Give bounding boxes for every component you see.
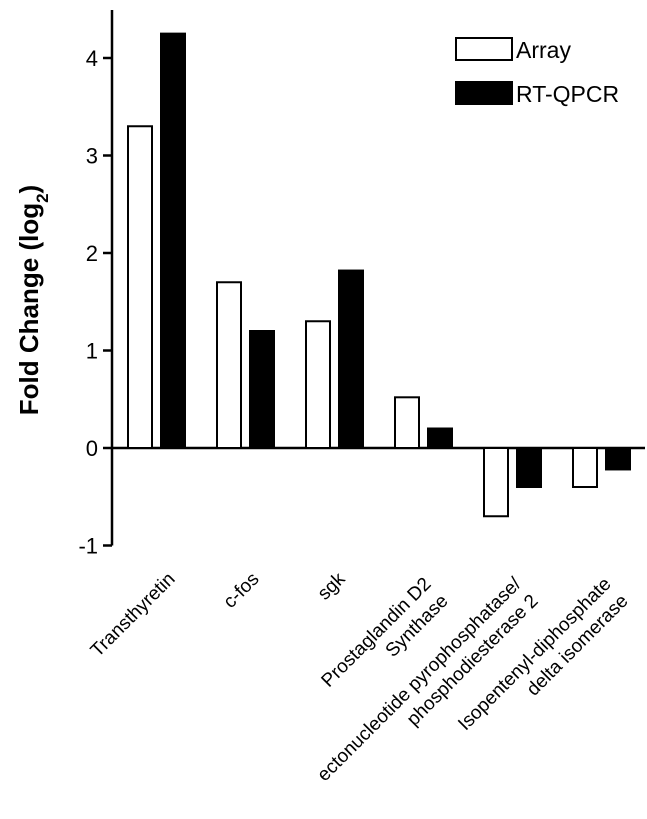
bar-array [305, 320, 331, 449]
y-axis-title-main: Fold Change (log [14, 203, 44, 415]
category-label: c-fos [220, 569, 264, 613]
bar-array [572, 447, 598, 488]
y-tick-label: 1 [86, 339, 98, 364]
legend-label-rt-qpcr: RT-QPCR [516, 81, 619, 107]
y-axis-title-close: ) [14, 185, 44, 194]
y-tick-label: 0 [86, 436, 98, 461]
y-tick-label: 4 [86, 46, 98, 71]
category-label-line: sgk [314, 568, 350, 604]
bar-array [483, 447, 509, 518]
bar-rt-qpcr [338, 269, 364, 449]
category-label: sgk [314, 568, 350, 604]
legend-swatch-array [455, 37, 513, 61]
axes: -1 0 1 2 3 4 [78, 10, 645, 559]
legend: Array RT-QPCR [455, 37, 619, 107]
category-label-line: Transthyretin [87, 569, 180, 662]
y-tick-label: 3 [86, 144, 98, 169]
category-label-line: c-fos [220, 569, 264, 613]
bar-array [216, 281, 242, 449]
y-tick-label: -1 [78, 534, 98, 559]
bar-rt-qpcr [605, 447, 631, 471]
category-label: Transthyretin [87, 569, 180, 662]
bar-rt-qpcr [160, 32, 186, 449]
bar-rt-qpcr [249, 330, 275, 449]
bar-array [394, 396, 420, 449]
legend-label-array: Array [516, 37, 571, 63]
bar-rt-qpcr [427, 427, 453, 449]
legend-swatch-rt-qpcr [455, 81, 513, 105]
y-axis-title: Fold Change (log2) [14, 185, 52, 415]
y-axis-title-subscript: 2 [33, 193, 52, 202]
y-tick-label: 2 [86, 241, 98, 266]
bars [127, 32, 631, 518]
bar-rt-qpcr [516, 447, 542, 488]
bar-array [127, 125, 153, 449]
